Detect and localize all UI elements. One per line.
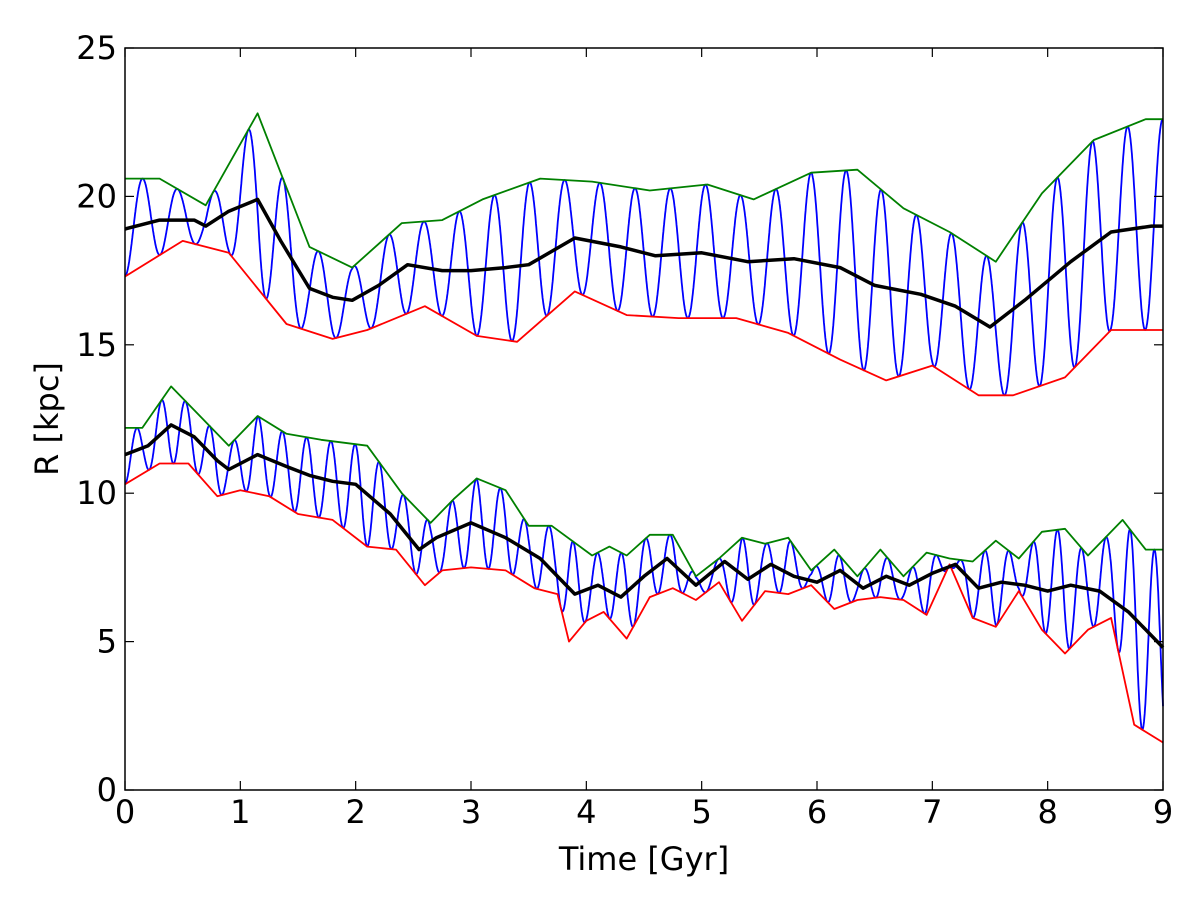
x-tick-label: 5 <box>691 793 711 831</box>
x-tick-label: 4 <box>576 793 596 831</box>
x-tick-label: 2 <box>345 793 365 831</box>
y-tick-label: 0 <box>97 771 117 809</box>
x-tick-label: 0 <box>115 793 135 831</box>
y-axis-label: R [kpc] <box>28 362 66 476</box>
tick-layer: 0 1 2 3 4 5 6 7 8 9 0 5 10 15 20 25 <box>76 29 1173 831</box>
inner-orbit-line <box>124 399 1164 731</box>
inner-apocenter-line <box>125 385 1163 578</box>
outer-mean-line <box>124 197 1163 329</box>
x-tick-label: 8 <box>1037 793 1057 831</box>
inner-pericenter-line <box>124 462 1164 744</box>
plot-frame <box>124 47 1164 791</box>
y-tick-label: 20 <box>76 177 117 215</box>
y-tick-label: 25 <box>76 29 117 67</box>
series-layer <box>124 112 1165 744</box>
x-tick-label: 9 <box>1153 793 1173 831</box>
inner-mean-line <box>124 423 1165 649</box>
x-tick-label: 3 <box>461 793 481 831</box>
outer-pericenter-line <box>124 240 1163 397</box>
outer-apocenter-line <box>125 112 1163 269</box>
x-tick-label: 7 <box>922 793 942 831</box>
x-axis-label: Time [Gyr] <box>558 840 729 878</box>
x-tick-label: 1 <box>230 793 250 831</box>
y-tick-label: 15 <box>76 326 117 364</box>
y-tick-label: 5 <box>97 623 117 661</box>
x-tick-label: 6 <box>807 793 827 831</box>
y-tick-label: 10 <box>76 474 117 512</box>
